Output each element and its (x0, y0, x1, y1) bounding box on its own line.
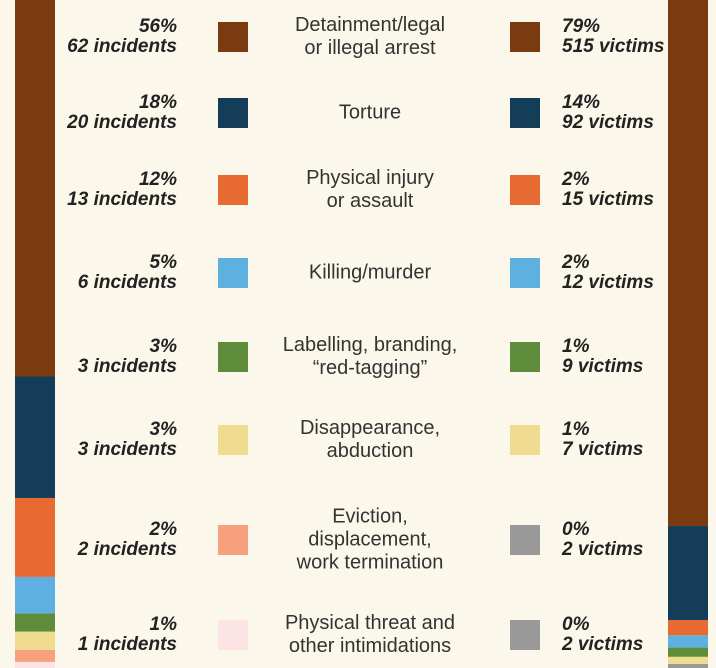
victim-swatch (510, 525, 540, 555)
victim-percent: 0% (562, 519, 590, 540)
victim-swatch (510, 620, 540, 650)
incident-swatch (218, 258, 248, 288)
category-label: Labelling, branding, (283, 334, 458, 356)
category-label: Eviction, (332, 505, 408, 527)
bar-segment (15, 497, 55, 577)
victim-percent: 1% (562, 419, 590, 440)
category-label: abduction (327, 440, 414, 462)
victim-count: 515 victims (562, 36, 664, 57)
bar-segment (668, 665, 708, 668)
incident-count: 20 incidents (66, 112, 177, 133)
incident-percent: 18% (139, 92, 177, 113)
victim-count: 15 victims (562, 189, 654, 210)
incident-swatch (218, 425, 248, 455)
incident-swatch (218, 620, 248, 650)
victim-swatch (510, 258, 540, 288)
category-label: other intimidations (289, 635, 451, 657)
incident-count: 2 incidents (77, 539, 177, 560)
category-label: displacement, (308, 528, 431, 550)
incident-percent: 5% (150, 252, 178, 273)
incident-count: 62 incidents (67, 36, 177, 57)
category-label: Detainment/legal (295, 14, 445, 36)
category-label: or assault (327, 190, 414, 212)
category-label: Killing/murder (309, 261, 432, 283)
victim-count: 2 victims (561, 539, 643, 560)
incident-percent: 3% (150, 336, 178, 357)
bar-segment (668, 526, 708, 620)
incident-swatch (218, 98, 248, 128)
bar-segment (668, 635, 708, 648)
victim-percent: 2% (561, 169, 590, 190)
category-label: Disappearance, (300, 417, 440, 439)
victim-percent: 79% (562, 16, 600, 37)
category-label: Physical threat and (285, 612, 455, 634)
incident-percent: 1% (150, 614, 178, 635)
incident-swatch (218, 22, 248, 52)
incident-percent: 2% (149, 519, 178, 540)
bar-segment (15, 0, 55, 377)
category-label: Torture (339, 101, 401, 123)
category-label: or illegal arrest (304, 37, 436, 59)
victim-swatch (510, 98, 540, 128)
bar-segment (668, 619, 708, 636)
incident-percent: 56% (139, 16, 177, 37)
victim-count: 9 victims (562, 356, 643, 377)
incident-count: 3 incidents (78, 439, 177, 460)
victim-count: 12 victims (562, 272, 654, 293)
bar-segment (15, 631, 55, 650)
victim-count: 7 victims (562, 439, 643, 460)
victim-percent: 14% (562, 92, 600, 113)
victim-swatch (510, 425, 540, 455)
bar-segment (15, 613, 55, 632)
bar-segment (668, 647, 708, 657)
incident-percent: 12% (139, 169, 177, 190)
victim-count: 2 victims (561, 634, 643, 655)
incident-swatch (218, 525, 248, 555)
bar-segment (15, 576, 55, 614)
incident-count: 3 incidents (78, 356, 177, 377)
bar-segment (15, 661, 55, 668)
category-label: Physical injury (306, 167, 434, 189)
bar-segment (15, 376, 55, 498)
victim-swatch (510, 342, 540, 372)
incident-swatch (218, 342, 248, 372)
victim-percent: 1% (562, 336, 590, 357)
bar-segment (668, 656, 708, 664)
victim-swatch (510, 22, 540, 52)
victim-percent: 0% (562, 614, 590, 635)
bar-segment (668, 663, 708, 666)
incident-count: 13 incidents (67, 189, 177, 210)
incident-count: 6 incidents (78, 272, 177, 293)
bar-segment (15, 649, 55, 662)
bar-segment (668, 0, 708, 527)
incident-swatch (218, 175, 248, 205)
victim-swatch (510, 175, 540, 205)
category-label: “red-tagging” (313, 357, 428, 379)
victim-percent: 2% (561, 252, 590, 273)
victim-count: 92 victims (562, 112, 654, 133)
incident-count: 1 incidents (78, 634, 177, 655)
incident-percent: 3% (150, 419, 178, 440)
category-label: work termination (296, 551, 444, 573)
